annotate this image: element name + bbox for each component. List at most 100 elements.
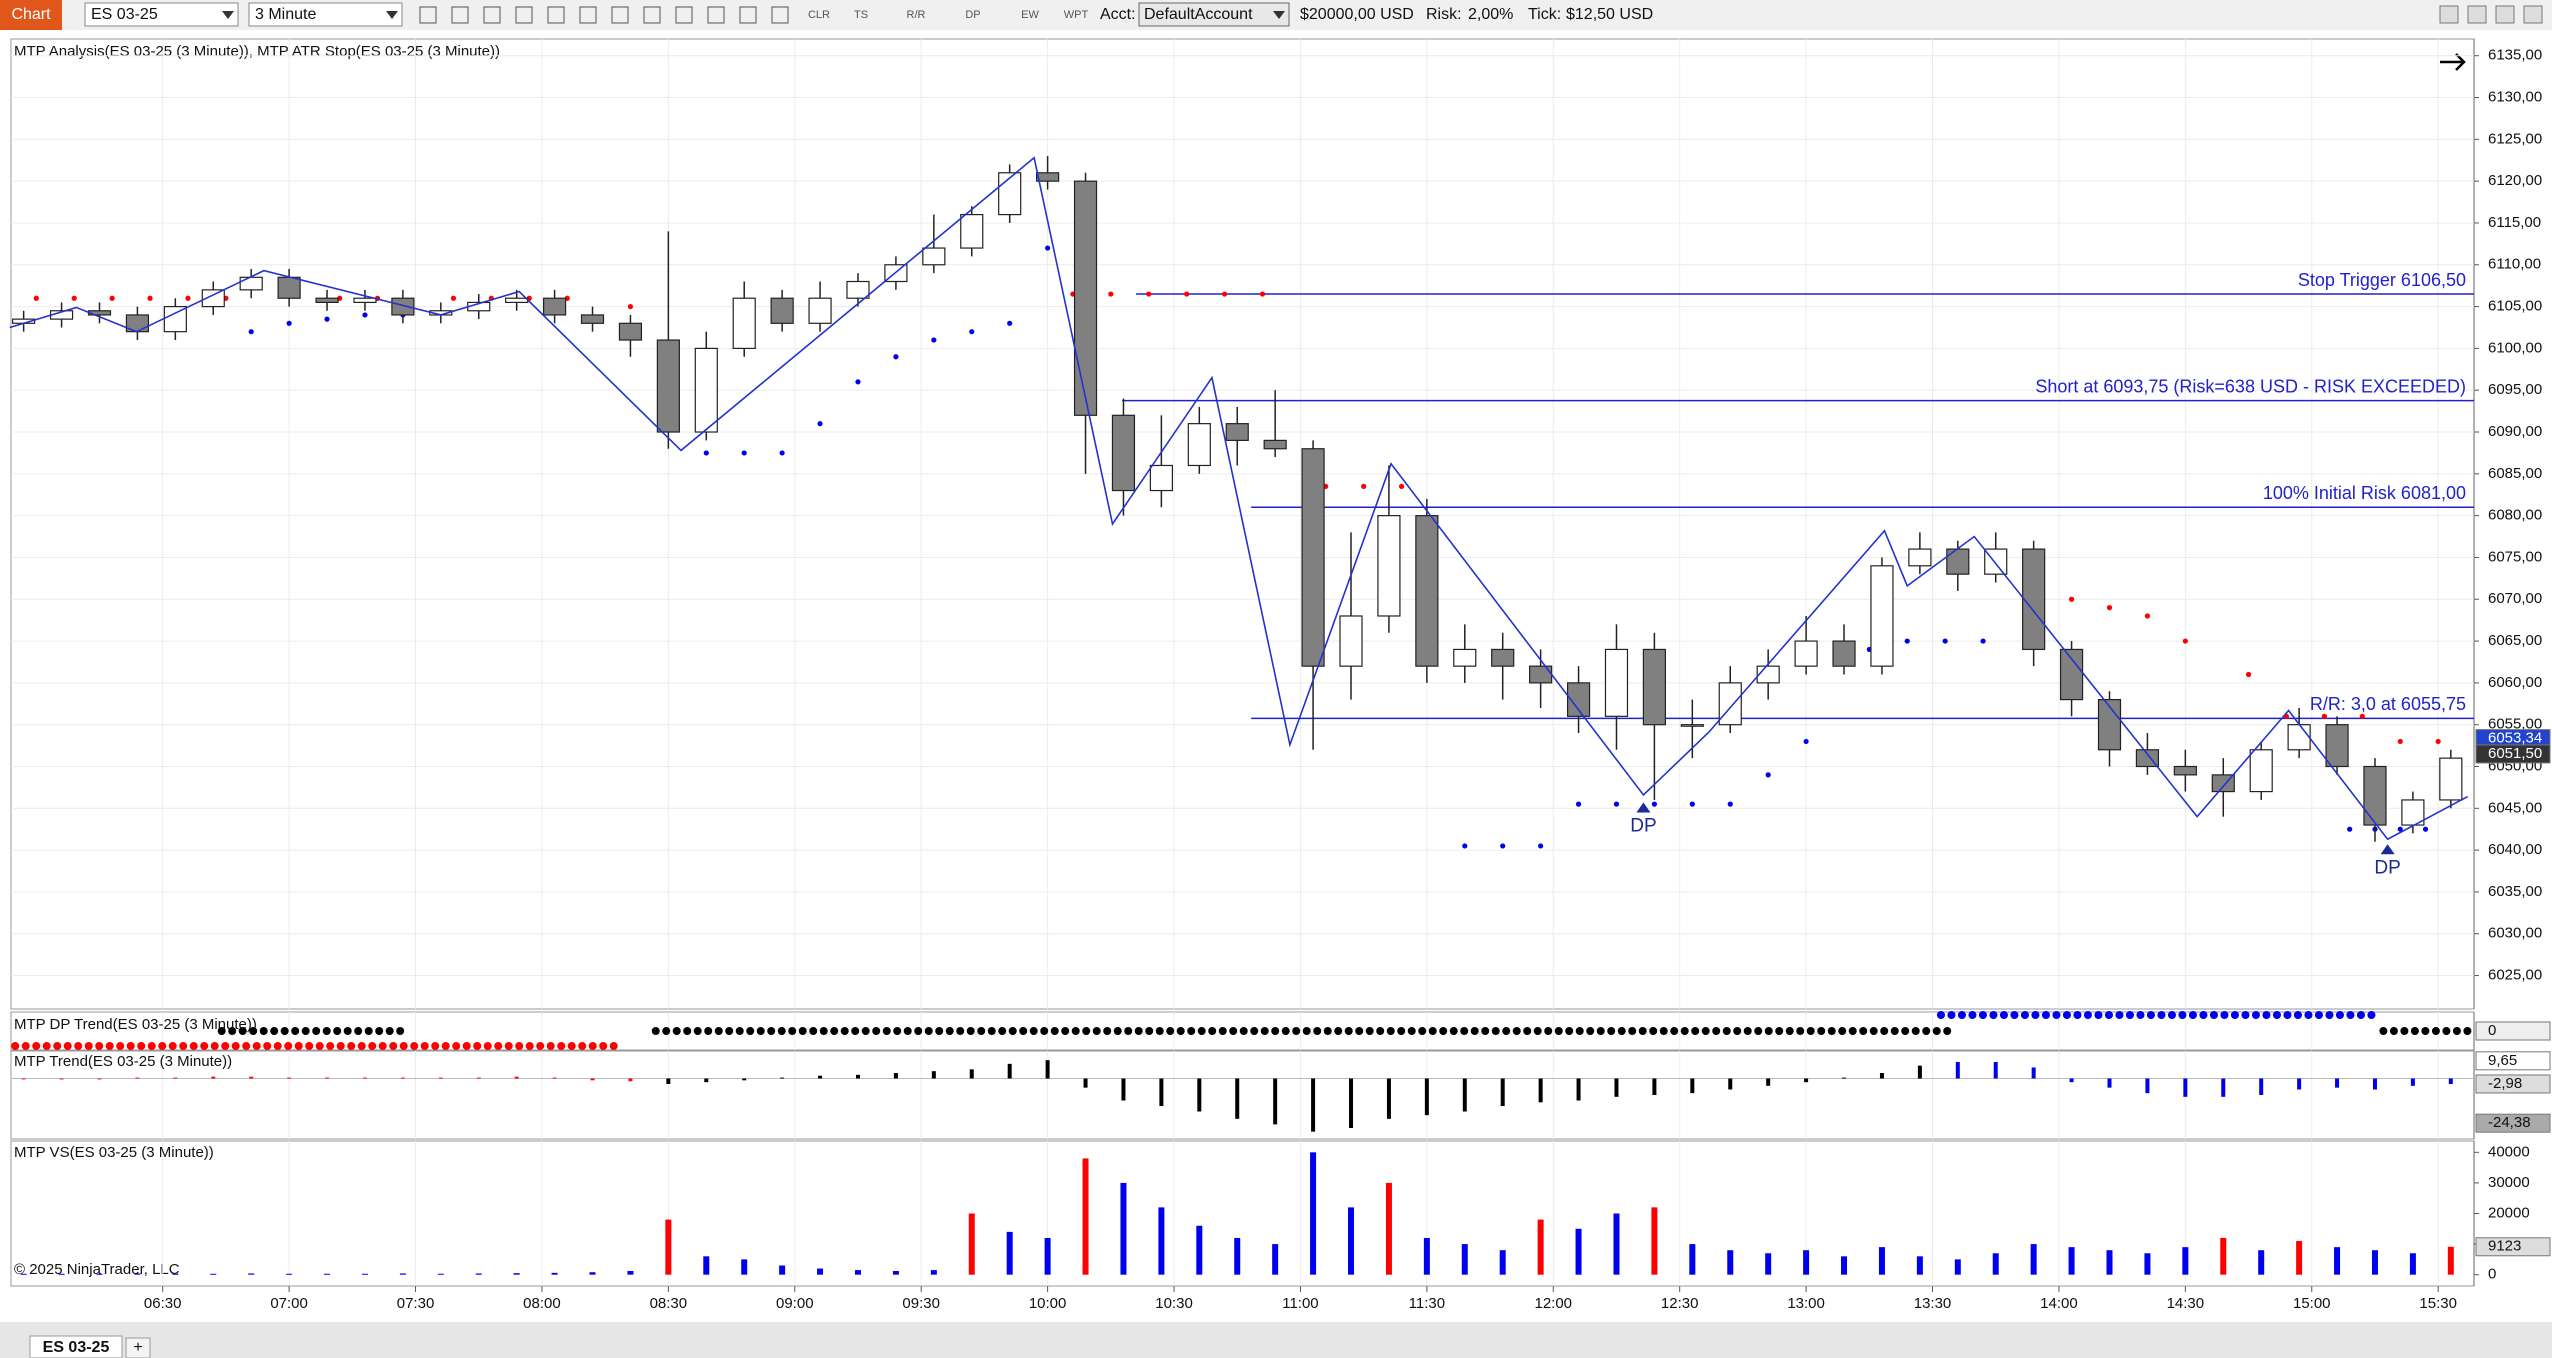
y-tick-label: 6110,00	[2488, 256, 2541, 273]
atr-stop-dot	[1613, 801, 1620, 807]
volume-bar	[2371, 1250, 2378, 1275]
level-label: Stop Trigger 6106,50	[2298, 270, 2466, 290]
atr-stop-dot	[1045, 245, 1051, 251]
atr-stop-dot	[185, 295, 191, 301]
x-tick-label: 12:00	[1534, 1295, 1572, 1312]
y-tick-label: 6080,00	[2488, 507, 2542, 524]
tool-label: CLR	[808, 9, 830, 21]
panel-frame	[10, 1050, 2475, 1140]
candle-body	[2363, 765, 2387, 826]
instrument-select[interactable]	[84, 2, 239, 27]
volume-bar	[627, 1271, 634, 1275]
volume-bar	[324, 1273, 331, 1275]
y-tick-label: 6115,00	[2488, 214, 2541, 231]
volume-bar	[2068, 1247, 2075, 1275]
volume-bar	[172, 1273, 179, 1275]
candle-body	[1301, 448, 1325, 667]
candle-body	[1453, 648, 1477, 667]
volume-bar	[1916, 1256, 1923, 1275]
add-tab-label: +	[133, 1339, 142, 1356]
tick-label: Tick:	[1528, 6, 1561, 23]
candle-body	[163, 305, 187, 333]
tool-icon	[579, 6, 597, 24]
y-tick-label: 0	[2488, 1266, 2496, 1283]
candle-body	[732, 297, 756, 349]
tool-label: WPT	[1064, 9, 1089, 21]
atr-stop-dot	[2422, 826, 2429, 832]
volume-bar	[1120, 1182, 1127, 1275]
candle-body	[315, 297, 339, 304]
dropdown-arrow	[1273, 11, 1285, 19]
volume-bar	[2296, 1241, 2303, 1275]
candle-body	[1680, 724, 1704, 727]
zigzag-line	[9, 156, 2469, 841]
volume-bar	[1348, 1207, 1355, 1275]
restore-button[interactable]	[2467, 5, 2487, 24]
tool-icons: CLR TS R/R DP EW WPT	[419, 6, 1089, 24]
y-tick-label: 6030,00	[2488, 925, 2542, 942]
instrument-tab[interactable]	[29, 1335, 123, 1358]
candle-body	[239, 276, 263, 291]
arrow-icon	[2440, 53, 2466, 71]
volume-bar	[589, 1272, 596, 1275]
candle-body	[505, 297, 529, 304]
maximize-button[interactable]	[2495, 5, 2515, 24]
account-select[interactable]	[1138, 2, 1290, 27]
dp-label: DP	[2374, 857, 2400, 878]
x-tick-label: 09:00	[776, 1295, 814, 1312]
atr-stop-dot	[893, 354, 899, 360]
atr-stop-dot	[147, 295, 153, 301]
dp-label: DP	[1630, 816, 1656, 837]
atr-stop-dot	[450, 295, 457, 301]
volume-bar	[1841, 1256, 1848, 1275]
tool-label: DP	[965, 9, 980, 21]
volume-bar	[437, 1273, 444, 1275]
y-tick-label: 6100,00	[2488, 339, 2542, 356]
minimize-button[interactable]	[2439, 5, 2459, 24]
volume-bar	[2409, 1253, 2416, 1275]
price-marker-label: -2,98	[2488, 1075, 2522, 1092]
x-tick-label: 11:00	[1282, 1295, 1318, 1312]
volume-bar	[58, 1273, 65, 1275]
atr-stop-dot	[1221, 291, 1228, 297]
tab-bar	[0, 1322, 2552, 1358]
interval-select[interactable]	[248, 2, 403, 27]
tool-icon	[547, 6, 565, 24]
candle-body	[2439, 757, 2463, 801]
volume-bar	[1044, 1237, 1051, 1275]
candle-body	[1756, 665, 1780, 684]
tool-icon	[739, 6, 757, 24]
candle-body	[1718, 682, 1742, 726]
atr-stop-dot	[2347, 826, 2353, 832]
y-tick-label: 6090,00	[2488, 423, 2542, 440]
candle-body	[277, 276, 301, 299]
level-label: Short at 6093,75 (Risk=638 USD - RISK EX…	[2035, 376, 2466, 396]
x-tick-label: 10:00	[1029, 1295, 1067, 1312]
volume-bar	[2144, 1253, 2151, 1275]
panel-title: MTP Trend(ES 03-25 (3 Minute))	[14, 1053, 232, 1070]
volume-bar	[2106, 1250, 2113, 1275]
y-tick-label: 40000	[2488, 1143, 2530, 1160]
add-tab[interactable]	[125, 1337, 151, 1358]
price-marker-label: 9,65	[2488, 1052, 2517, 1069]
candle-body	[1187, 423, 1211, 467]
candle-body	[2059, 648, 2084, 701]
volume-bar	[1613, 1213, 1620, 1275]
volume-bar	[1765, 1253, 1772, 1275]
atr-stop-dot	[1575, 801, 1582, 807]
x-tick-label: 13:30	[1914, 1295, 1952, 1312]
tick: $12,50 USD	[1566, 6, 1653, 23]
volume-bar	[1878, 1247, 1885, 1275]
close-button[interactable]	[2523, 5, 2543, 24]
x-tick-label: 15:30	[2419, 1295, 2457, 1312]
candle-body	[1377, 515, 1401, 617]
atr-stop-dot	[1727, 801, 1733, 807]
y-tick-label: 6085,00	[2488, 465, 2542, 482]
price-marker-label: 6053,34	[2488, 730, 2542, 747]
x-tick-label: 07:00	[270, 1295, 308, 1312]
chart-tab[interactable]	[0, 0, 62, 30]
y-tick-label: 6040,00	[2488, 841, 2542, 858]
panel-title: MTP DP Trend(ES 03-25 (3 Minute))	[14, 1016, 257, 1033]
atr-stop-dot	[855, 379, 861, 385]
